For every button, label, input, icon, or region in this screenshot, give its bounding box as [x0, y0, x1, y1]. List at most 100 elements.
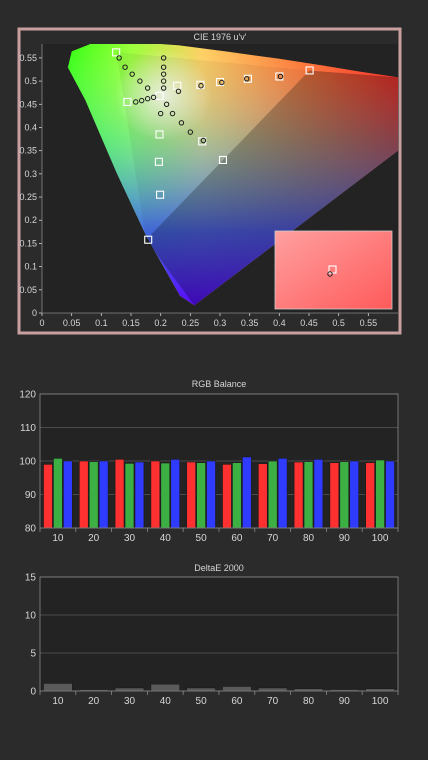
deltae-x-tick-label: 30	[124, 696, 136, 707]
x-tick-label: 0.1	[95, 318, 108, 328]
x-tick-label: 0.25	[182, 318, 200, 328]
y-tick-label: 0.45	[19, 99, 37, 109]
deltae-y-tick-label: 10	[25, 611, 37, 622]
deltae-bar	[186, 687, 216, 692]
rgb-balance-bar	[206, 460, 216, 529]
rgb-balance-bar	[293, 461, 304, 529]
x-tick-label: 0.55	[360, 318, 378, 328]
rgb-balance-bar	[186, 461, 196, 529]
deltae-y-tick-label: 0	[30, 687, 36, 698]
measured-point	[219, 79, 225, 86]
deltae-plot-area	[40, 577, 398, 691]
rgb-balance-bar	[303, 461, 314, 529]
measured-point	[116, 55, 122, 61]
rgb-balance-bar	[277, 458, 288, 529]
deltae-x-tick-label: 20	[88, 696, 100, 707]
rgb-balance-bar	[114, 459, 125, 529]
target-point	[112, 48, 121, 57]
x-tick-label: 0.05	[63, 318, 81, 328]
gamut-frame	[17, 27, 402, 335]
target-point	[144, 235, 153, 244]
rgb-balance-bar	[43, 464, 53, 529]
rgb-balance-x-tick-label: 10	[52, 533, 64, 544]
rgb-balance-bar	[53, 458, 63, 529]
y-tick-label: 0.4	[24, 122, 37, 132]
rgb-balance-bar	[98, 460, 109, 529]
rgb-balance-bar	[257, 463, 268, 529]
rgb-balance-y-tick-label: 110	[20, 423, 36, 434]
measured-point	[175, 88, 182, 95]
measured-point	[277, 73, 284, 80]
rgb-balance-bar	[134, 461, 145, 529]
measured-point	[129, 71, 135, 77]
y-tick-label: 0	[32, 308, 37, 318]
target-point	[156, 190, 165, 199]
measured-point	[244, 76, 250, 82]
rgb-balance-bar	[339, 461, 350, 529]
deltae-title: DeltaE 2000	[194, 563, 244, 573]
deltae-x-tick-label: 40	[160, 696, 172, 707]
measured-point	[144, 85, 151, 91]
deltae-y-tick-label: 5	[30, 649, 36, 660]
measured-point	[200, 137, 207, 144]
rgb-balance-x-tick-label: 60	[231, 533, 243, 544]
rgb-balance-x-tick-label: 100	[372, 533, 389, 544]
rgb-balance-frame	[39, 393, 399, 529]
measured-point	[144, 96, 151, 102]
deltae-x-tick-label: 100	[372, 696, 389, 707]
x-tick-label: 0.15	[122, 318, 140, 328]
deltae-x-tick-label: 70	[267, 696, 279, 707]
measured-point	[160, 55, 167, 61]
rgb-balance-x-tick-label: 50	[196, 533, 208, 544]
rgb-balance-bar	[242, 456, 252, 529]
measured-point	[163, 101, 170, 107]
rgb-balance-bar	[150, 460, 161, 529]
rgb-balance-bar	[375, 459, 385, 529]
rgb-balance-x-tick-label: 90	[339, 533, 351, 544]
deltae-x-tick-label: 10	[52, 696, 64, 707]
deltae-y-tick-label: 15	[25, 573, 37, 584]
measured-point	[160, 85, 167, 91]
measured-point	[178, 120, 185, 126]
target-point	[123, 97, 132, 107]
measured-point	[198, 83, 204, 89]
target-point	[305, 66, 314, 75]
measured-point	[169, 110, 176, 117]
rgb-balance-y-tick-label: 80	[25, 524, 37, 535]
rgb-balance-bar	[196, 462, 206, 529]
zoom-inset	[274, 230, 393, 310]
rgb-balance-bar	[365, 462, 375, 529]
rgb-balance-bar	[63, 460, 73, 529]
x-tick-label: 0.35	[241, 318, 259, 328]
locus-white-glow	[115, 49, 212, 142]
y-tick-label: 0.3	[24, 169, 37, 179]
measured-point	[160, 71, 167, 77]
rgb-balance-x-tick-label: 40	[160, 533, 172, 544]
rgb-balance-bar	[349, 460, 359, 529]
rgb-balance-bar	[385, 460, 395, 529]
x-tick-label: 0.2	[154, 318, 167, 328]
target-point	[155, 91, 164, 100]
deltae-bar	[43, 683, 73, 692]
rgb-balance-y-tick-label: 100	[19, 457, 36, 468]
y-tick-label: 0.2	[24, 215, 37, 225]
y-tick-label: 0.25	[19, 192, 37, 202]
x-tick-label: 0.4	[273, 318, 286, 328]
rgb-balance-bar	[124, 463, 135, 529]
cie-gamut-chart: 0 0.05 0.1 0.15 0.2 0.25 0.3 0.35 0.4 0.45 0.5 0.55…	[17, 27, 402, 335]
zoom-measured-point	[327, 271, 333, 277]
deltae-x-tick-label: 80	[303, 696, 315, 707]
x-tick-label: 0.45	[300, 318, 318, 328]
rgb-balance-bar	[329, 462, 340, 529]
deltae-chart: DeltaE 2000 0 5 10 15 10 20 30 40 50 60 70 80 90 100	[25, 563, 399, 707]
deltae-x-tick-label: 50	[196, 696, 208, 707]
measured-point	[160, 78, 167, 84]
deltae-bar	[257, 687, 288, 692]
rgb-balance-x-tick-label: 30	[124, 533, 136, 544]
rgb-balance-bar	[88, 461, 99, 529]
rgb-balance-y-tick-label: 90	[25, 490, 37, 501]
target-point	[154, 157, 163, 166]
measured-point	[150, 94, 157, 101]
rgb-balance-x-tick-label: 70	[267, 533, 279, 544]
measured-point	[133, 99, 139, 105]
